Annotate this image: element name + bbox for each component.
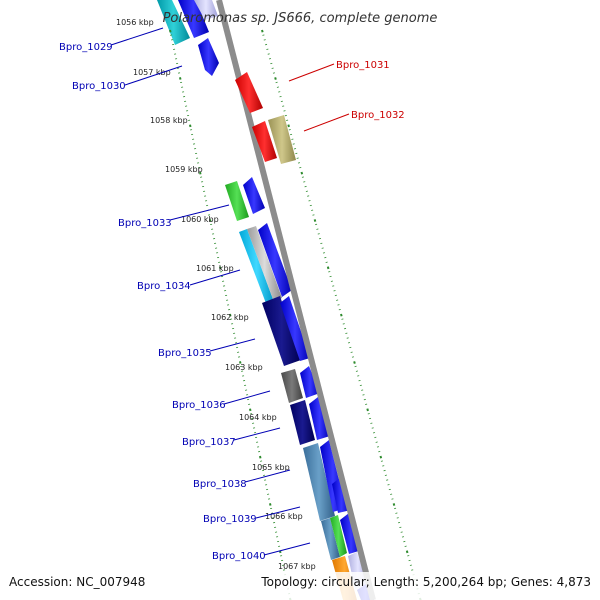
tick-label: 1062 kbp bbox=[211, 313, 249, 322]
tick-label: 1066 kbp bbox=[265, 512, 303, 521]
gene-feature-bpro-1029[interactable] bbox=[157, 0, 218, 45]
tick-label: 1061 kbp bbox=[196, 264, 234, 273]
tick-label: 1063 kbp bbox=[225, 363, 263, 372]
tick-labels: 1056 kbp 1057 kbp 1058 kbp 1059 kbp 1060… bbox=[116, 18, 316, 571]
tick-label: 1057 kbp bbox=[133, 68, 171, 77]
gene-feature-bpro-1033[interactable] bbox=[225, 177, 265, 221]
gene-label-bpro-1030[interactable]: Bpro_1030 bbox=[72, 81, 126, 92]
tick-label: 1065 kbp bbox=[252, 463, 290, 472]
tick-mark bbox=[366, 408, 369, 412]
gene-label-bpro-1038[interactable]: Bpro_1038 bbox=[193, 479, 247, 490]
gene-feature-bpro-1035[interactable] bbox=[262, 296, 310, 366]
gene-label-bpro-1039[interactable]: Bpro_1039 bbox=[203, 514, 257, 525]
tick-label: 1060 kbp bbox=[181, 215, 219, 224]
tick-track-outer bbox=[261, 29, 422, 600]
tick-mark bbox=[313, 219, 317, 222]
gene-labels: Bpro_1029 Bpro_1030 Bpro_1033 Bpro_1034 … bbox=[59, 42, 405, 562]
gene-feature-bpro-1030[interactable] bbox=[198, 38, 219, 76]
gene-label-bpro-1029[interactable]: Bpro_1029 bbox=[59, 42, 113, 53]
tick-label: 1067 kbp bbox=[278, 562, 316, 571]
gene-feature-bpro-1036[interactable] bbox=[281, 366, 320, 403]
gene-feature-bpro-1037[interactable] bbox=[290, 397, 330, 445]
tick-label: 1056 kbp bbox=[116, 18, 154, 27]
tick-mark bbox=[379, 455, 383, 459]
tick-mark bbox=[405, 550, 409, 554]
gene-feature-bpro-1034[interactable] bbox=[239, 223, 292, 306]
tick-mark bbox=[274, 77, 277, 80]
tick-mark bbox=[300, 171, 304, 175]
gene-label-bpro-1033[interactable]: Bpro_1033 bbox=[118, 218, 172, 229]
tick-mark bbox=[287, 124, 290, 128]
tick-label: 1058 kbp bbox=[150, 116, 188, 125]
gene-label-bpro-1037[interactable]: Bpro_1037 bbox=[182, 437, 236, 448]
gene-label-bpro-1035[interactable]: Bpro_1035 bbox=[158, 348, 212, 359]
tick-mark bbox=[353, 361, 356, 364]
tick-label: 1064 kbp bbox=[239, 413, 277, 422]
gene-label-bpro-1040[interactable]: Bpro_1040 bbox=[212, 551, 266, 562]
gene-label-leaders bbox=[110, 27, 350, 556]
gene-feature-bpro-1032[interactable] bbox=[252, 115, 296, 164]
accession-text: Accession: NC_007948 bbox=[9, 575, 145, 589]
gene-label-bpro-1031[interactable]: Bpro_1031 bbox=[336, 60, 390, 71]
gene-label-bpro-1032[interactable]: Bpro_1032 bbox=[351, 110, 405, 121]
tick-mark bbox=[340, 313, 343, 317]
tick-mark bbox=[326, 266, 330, 270]
tick-mark bbox=[392, 503, 396, 506]
gene-feature-bpro-1031[interactable] bbox=[235, 72, 263, 113]
tick-label: 1059 kbp bbox=[165, 165, 203, 174]
gene-label-bpro-1034[interactable]: Bpro_1034 bbox=[137, 281, 191, 292]
reverse-strand-features bbox=[157, 0, 374, 600]
genome-summary-text: Topology: circular; Length: 5,200,264 bp… bbox=[260, 575, 591, 589]
gene-label-bpro-1036[interactable]: Bpro_1036 bbox=[172, 400, 226, 411]
tick-mark bbox=[261, 29, 264, 33]
forward-strand-features bbox=[235, 72, 296, 164]
map-title: Polaromonas sp. JS666, complete genome bbox=[163, 11, 438, 26]
